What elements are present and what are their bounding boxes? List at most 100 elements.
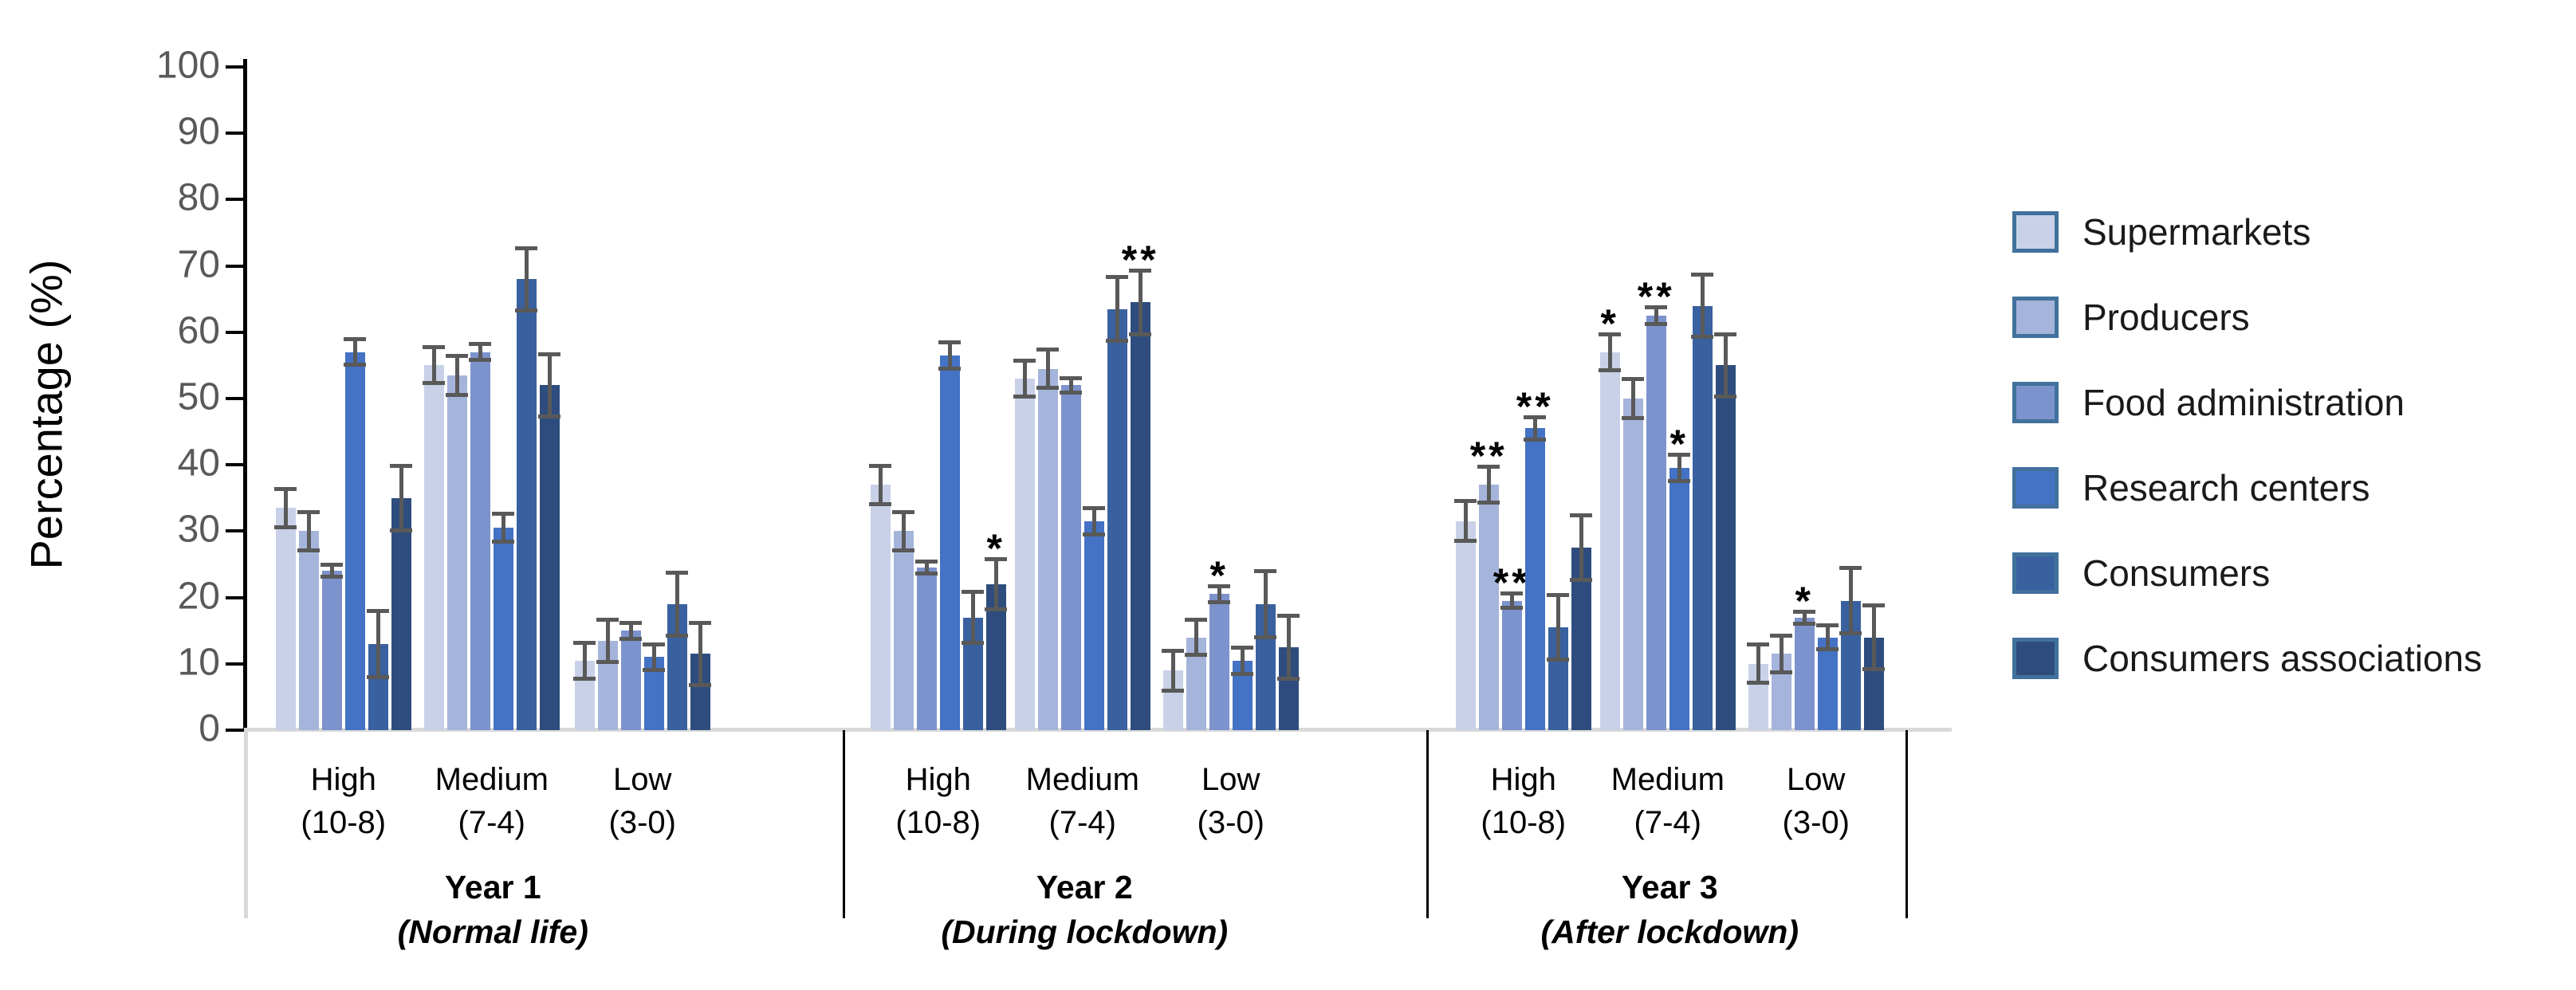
bar-research-centers xyxy=(494,528,513,730)
error-bar-stem xyxy=(283,486,288,529)
error-bar-stem xyxy=(1486,465,1491,505)
bar-consumers xyxy=(1693,305,1713,730)
significance-marker: * xyxy=(986,525,1005,571)
error-bar-stem xyxy=(1779,633,1784,675)
error-bar-cap-bottom xyxy=(1231,671,1254,676)
y-axis-tick xyxy=(226,729,243,732)
error-bar-cap-top xyxy=(1747,642,1770,647)
y-axis-tick xyxy=(226,595,243,599)
error-bar-cap-top xyxy=(390,463,413,468)
y-tick-label: 80 xyxy=(177,176,220,219)
error-bar-stem xyxy=(1115,275,1119,344)
category-sublabel: (10-8) xyxy=(301,805,387,840)
significance-marker: ** xyxy=(1493,560,1531,606)
error-bar-stem xyxy=(1068,375,1073,395)
error-bar-cap-bottom xyxy=(1770,670,1793,675)
legend-label: Consumers associations xyxy=(2082,638,2483,679)
legend-swatch-icon xyxy=(2012,638,2059,679)
y-tick-label: 100 xyxy=(155,44,220,87)
category-label: Medium xyxy=(1025,762,1139,797)
error-bar-cap-bottom xyxy=(390,528,413,533)
year-sublabel: (Normal life) xyxy=(397,913,588,950)
category-label: High xyxy=(1490,762,1556,797)
significance-marker: ** xyxy=(1469,434,1508,479)
year-separator xyxy=(843,730,845,918)
error-bar-cap-bottom xyxy=(915,572,938,576)
y-tick-label: 70 xyxy=(177,242,220,285)
y-axis-tick xyxy=(226,529,243,533)
error-bar-cap-top xyxy=(538,352,561,356)
error-bar-cap-bottom xyxy=(596,659,619,664)
error-bar-cap-top xyxy=(1036,347,1060,352)
error-bar-stem xyxy=(628,620,633,641)
bar-supermarkets xyxy=(1456,521,1476,730)
category-label: Low xyxy=(1787,762,1846,797)
y-axis-tick xyxy=(226,198,243,202)
error-bar-stem xyxy=(582,640,587,681)
error-bar-stem xyxy=(1240,645,1245,676)
error-bar-cap-top xyxy=(643,642,666,647)
y-tick-label: 90 xyxy=(177,110,220,153)
error-bar-stem xyxy=(501,512,505,544)
error-bar-cap-bottom xyxy=(1106,339,1129,344)
error-bar-cap-bottom xyxy=(515,308,538,312)
legend-label: Research centers xyxy=(2082,467,2370,509)
error-bar-cap-top xyxy=(423,345,446,350)
error-bar-stem xyxy=(605,617,610,664)
error-bar-stem xyxy=(1286,614,1291,681)
bar-food-administration xyxy=(1061,385,1081,730)
error-bar-cap-bottom xyxy=(1254,635,1277,640)
significance-marker: ** xyxy=(1121,237,1159,282)
error-bar-cap-top xyxy=(915,560,938,564)
error-bar-cap-top xyxy=(344,337,367,342)
legend-item-supermarkets: Supermarkets xyxy=(2012,210,2482,253)
bar-producers xyxy=(299,531,319,730)
error-bar-cap-top xyxy=(1770,633,1793,638)
error-bar-cap-top xyxy=(1454,499,1477,504)
error-bar-stem xyxy=(993,556,998,612)
error-bar-cap-bottom xyxy=(1599,367,1622,372)
bar-consumers-associations xyxy=(540,385,560,730)
error-bar-stem xyxy=(1607,332,1612,372)
axis-left-boundary xyxy=(244,730,248,918)
error-bar-cap-top xyxy=(1622,377,1645,382)
error-bar-cap-top xyxy=(938,340,962,344)
legend-item-producers: Producers xyxy=(2012,296,2482,339)
y-axis-tick xyxy=(226,397,243,400)
error-bar-stem xyxy=(1532,414,1537,442)
bar-food-administration xyxy=(1502,600,1522,730)
error-bar-cap-top xyxy=(1231,645,1254,650)
error-bar-stem xyxy=(1463,499,1468,544)
legend-label: Producers xyxy=(2082,297,2250,338)
error-bar-cap-top xyxy=(492,512,515,517)
error-bar-stem xyxy=(1091,505,1096,537)
legend-item-consumers: Consumers xyxy=(2012,552,2482,595)
error-bar-cap-bottom xyxy=(321,575,344,579)
y-axis-tick xyxy=(226,132,243,136)
error-bar-cap-bottom xyxy=(1524,438,1547,442)
error-bar-stem xyxy=(901,509,906,552)
bar-consumers xyxy=(1107,308,1127,730)
error-bar-stem xyxy=(924,560,929,576)
error-bar-cap-bottom xyxy=(538,414,561,418)
legend-swatch-icon xyxy=(2012,382,2059,423)
error-bar-cap-top xyxy=(596,617,619,622)
error-bar-stem xyxy=(1700,272,1705,340)
error-bar-stem xyxy=(478,342,482,363)
bar-food-administration xyxy=(621,631,641,730)
error-bar-stem xyxy=(524,246,529,312)
error-bar-cap-bottom xyxy=(892,548,915,553)
error-bar-stem xyxy=(651,642,656,672)
error-bar-cap-bottom xyxy=(1500,606,1524,611)
error-bar-cap-bottom xyxy=(619,636,643,641)
bar-supermarkets xyxy=(1600,352,1620,730)
error-bar-stem xyxy=(1045,347,1050,391)
error-bar-cap-bottom xyxy=(1185,653,1208,658)
y-tick-label: 0 xyxy=(199,707,220,750)
year-separator xyxy=(1426,730,1429,918)
category-label: Medium xyxy=(435,762,549,797)
y-tick-label: 50 xyxy=(177,375,220,418)
error-bar-stem xyxy=(1630,377,1635,420)
error-bar-cap-bottom xyxy=(689,682,712,687)
bar-food-administration xyxy=(917,568,937,730)
